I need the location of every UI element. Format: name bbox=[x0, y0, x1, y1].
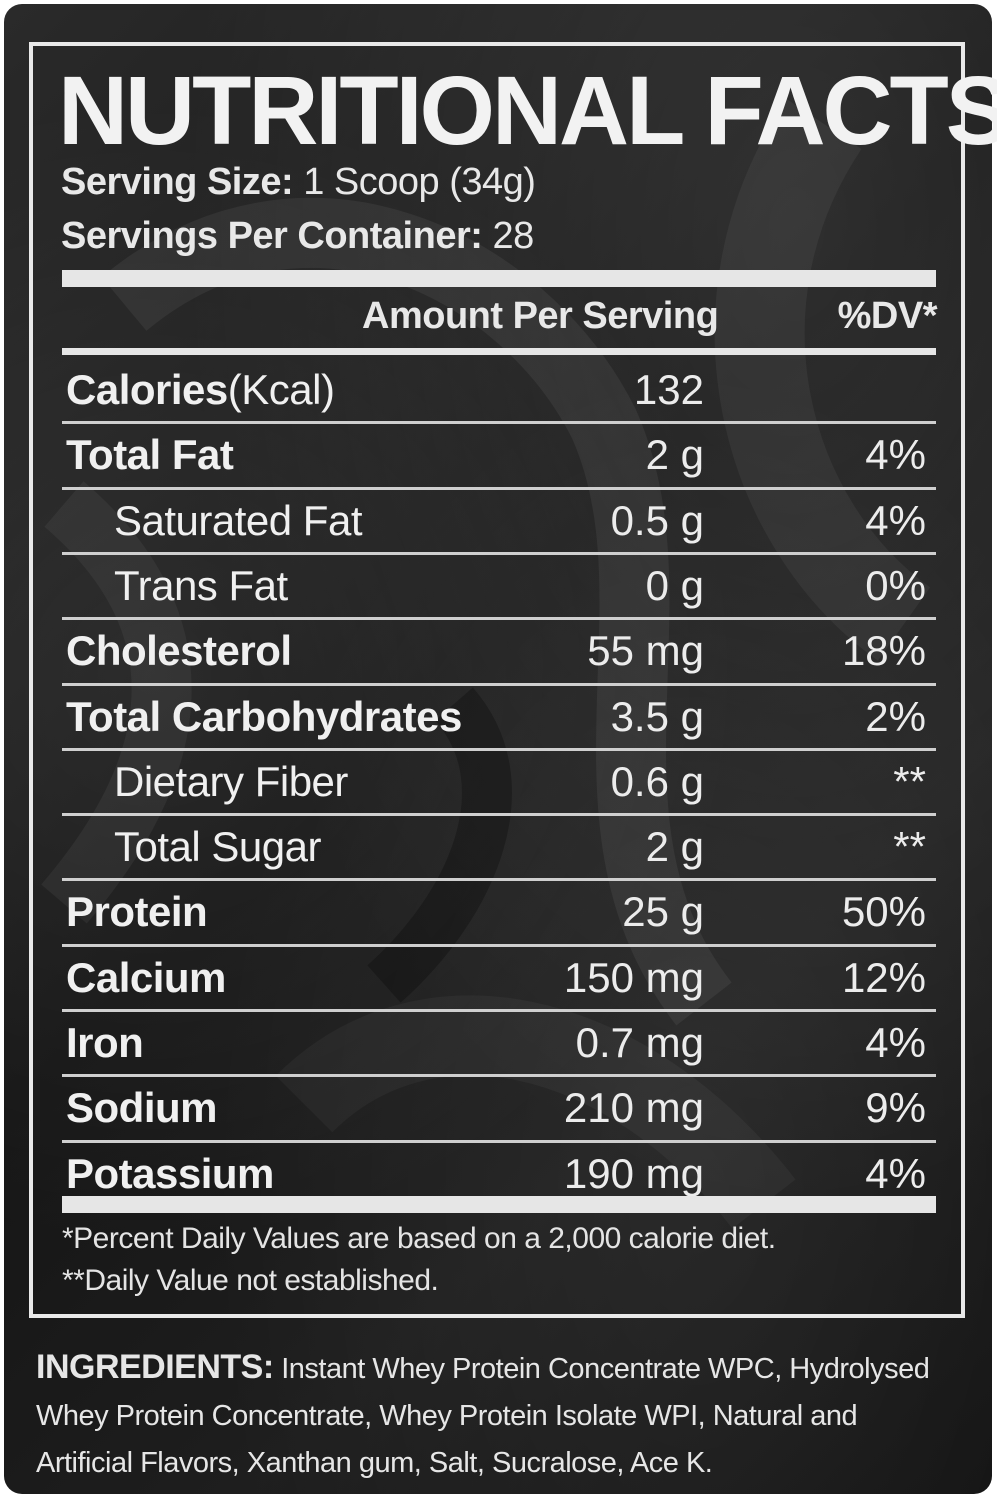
row-divider bbox=[62, 1139, 936, 1143]
nutrient-name: Total Carbohydrates bbox=[66, 693, 462, 741]
nutrient-amount: 0.7 mg bbox=[575, 1019, 704, 1066]
divider-bottom bbox=[62, 1196, 936, 1213]
nutrient-name: Total Sugar bbox=[114, 823, 321, 871]
nutrient-unit: (Kcal) bbox=[227, 366, 335, 413]
nutrient-name-text: Trans Fat bbox=[114, 561, 288, 609]
nutrient-name: Total Fat bbox=[66, 431, 234, 479]
servings-per-container: Servings Per Container: 28 bbox=[61, 215, 534, 258]
row-divider bbox=[62, 878, 936, 882]
nutrient-daily-value: 18% bbox=[841, 627, 926, 675]
nutrient-amount: 190 mg bbox=[563, 1149, 704, 1197]
table-row: Dietary Fiber 0.6 g ** bbox=[62, 750, 936, 812]
servings-per-container-label: Servings Per Container: bbox=[61, 215, 483, 257]
table-row: Iron 0.7 mg 4% bbox=[62, 1011, 936, 1073]
nutrient-daily-value: 2% bbox=[865, 692, 926, 740]
nutrient-name-text: Total Fat bbox=[66, 431, 234, 479]
nutrient-name-text: Cholesterol bbox=[66, 627, 292, 675]
row-divider bbox=[62, 943, 936, 947]
table-row: Calories(Kcal) 132 bbox=[62, 358, 936, 420]
nutrient-name-text: Iron bbox=[66, 1019, 144, 1066]
nutrient-name: Protein bbox=[66, 888, 208, 936]
nutrient-name-text: Total Carbohydrates bbox=[66, 692, 462, 740]
nutrient-daily-value: ** bbox=[893, 757, 926, 805]
footnote-not-established: **Daily Value not established. bbox=[62, 1264, 439, 1297]
nutrient-amount: 0.5 g bbox=[610, 496, 704, 544]
ingredients-block: INGREDIENTS: Instant Whey Protein Concen… bbox=[36, 1344, 956, 1487]
nutrient-amount: 25 g bbox=[622, 888, 704, 936]
nutrient-amount: 0 g bbox=[645, 561, 704, 609]
nutrient-name: Trans Fat bbox=[114, 562, 288, 610]
divider-thick bbox=[62, 270, 936, 287]
nutrient-name-text: Protein bbox=[66, 888, 208, 936]
nutrient-name-text: Sodium bbox=[66, 1084, 218, 1132]
nutrient-name: Saturated Fat bbox=[114, 497, 362, 545]
amount-per-serving-header: Amount Per Serving bbox=[362, 295, 719, 337]
nutrient-name-text: Calcium bbox=[66, 953, 226, 1001]
table-row: Total Carbohydrates 3.5 g 2% bbox=[62, 685, 936, 747]
footnote-dv: *Percent Daily Values are based on a 2,0… bbox=[62, 1222, 776, 1255]
row-divider bbox=[62, 682, 936, 686]
row-divider bbox=[62, 421, 936, 425]
nutrient-daily-value: 50% bbox=[841, 888, 926, 936]
table-row: Cholesterol 55 mg 18% bbox=[62, 619, 936, 681]
row-divider bbox=[62, 1074, 936, 1078]
table-row: Calcium 150 mg 12% bbox=[62, 946, 936, 1008]
nutrient-name-text: Potassium bbox=[66, 1149, 274, 1197]
ingredients-label: INGREDIENTS: bbox=[36, 1348, 274, 1386]
serving-size-value: 1 Scoop (34g) bbox=[303, 161, 536, 203]
nutrient-daily-value: 0% bbox=[865, 561, 926, 609]
table-row: Protein 25 g 50% bbox=[62, 880, 936, 942]
nutrient-amount: 2 g bbox=[645, 431, 704, 479]
nutrient-name: Dietary Fiber bbox=[114, 758, 348, 806]
servings-per-container-value: 28 bbox=[492, 215, 534, 257]
nutrient-daily-value: 4% bbox=[865, 1149, 926, 1197]
nutrient-daily-value: 4% bbox=[865, 1019, 926, 1066]
nutrient-amount: 210 mg bbox=[563, 1084, 704, 1132]
table-row: Saturated Fat 0.5 g 4% bbox=[62, 489, 936, 551]
nutrient-daily-value: 12% bbox=[841, 953, 926, 1001]
row-divider bbox=[62, 486, 936, 490]
facts-panel-border bbox=[29, 42, 965, 1318]
serving-size: Serving Size: 1 Scoop (34g) bbox=[61, 161, 536, 204]
table-row: Trans Fat 0 g 0% bbox=[62, 554, 936, 616]
nutrient-name-text: Calories bbox=[66, 366, 228, 413]
nutrient-amount: 55 mg bbox=[587, 627, 704, 675]
serving-size-label: Serving Size: bbox=[61, 161, 294, 203]
nutrient-name-text: Saturated Fat bbox=[114, 496, 362, 544]
nutrient-name: Calcium bbox=[66, 954, 226, 1002]
nutrient-name: Calories(Kcal) bbox=[66, 366, 335, 414]
nutrient-daily-value: 4% bbox=[865, 496, 926, 544]
nutrient-name-text: Dietary Fiber bbox=[114, 757, 348, 805]
nutrient-daily-value: ** bbox=[893, 823, 926, 871]
nutrient-daily-value: 4% bbox=[865, 431, 926, 479]
table-row: Total Fat 2 g 4% bbox=[62, 423, 936, 485]
row-divider bbox=[62, 551, 936, 555]
nutrient-amount: 0.6 g bbox=[610, 757, 704, 805]
table-row: Total Sugar 2 g ** bbox=[62, 815, 936, 877]
row-divider bbox=[62, 1009, 936, 1012]
nutrient-name-text: Total Sugar bbox=[114, 823, 321, 871]
divider-header bbox=[62, 348, 936, 355]
nutrient-daily-value: 9% bbox=[865, 1084, 926, 1132]
nutrient-amount: 150 mg bbox=[563, 953, 704, 1001]
row-divider bbox=[62, 813, 936, 817]
nutrient-name: Iron bbox=[66, 1019, 144, 1067]
nutrient-amount: 132 bbox=[633, 366, 704, 413]
table-row: Potassium 190 mg 4% bbox=[62, 1142, 936, 1204]
nutrient-name: Sodium bbox=[66, 1084, 218, 1132]
nutrient-name: Potassium bbox=[66, 1150, 274, 1198]
daily-value-header: %DV* bbox=[837, 295, 938, 337]
nutrient-name: Cholesterol bbox=[66, 627, 292, 675]
page-title: NUTRITIONAL FACTS bbox=[58, 56, 997, 165]
row-divider bbox=[62, 747, 936, 751]
nutrient-amount: 2 g bbox=[645, 823, 704, 871]
ingredients-text: Instant Whey Protein Concentrate WPC, Hy… bbox=[36, 1353, 930, 1479]
row-divider bbox=[62, 617, 936, 621]
nutrient-amount: 3.5 g bbox=[610, 692, 704, 740]
table-row: Sodium 210 mg 9% bbox=[62, 1076, 936, 1138]
